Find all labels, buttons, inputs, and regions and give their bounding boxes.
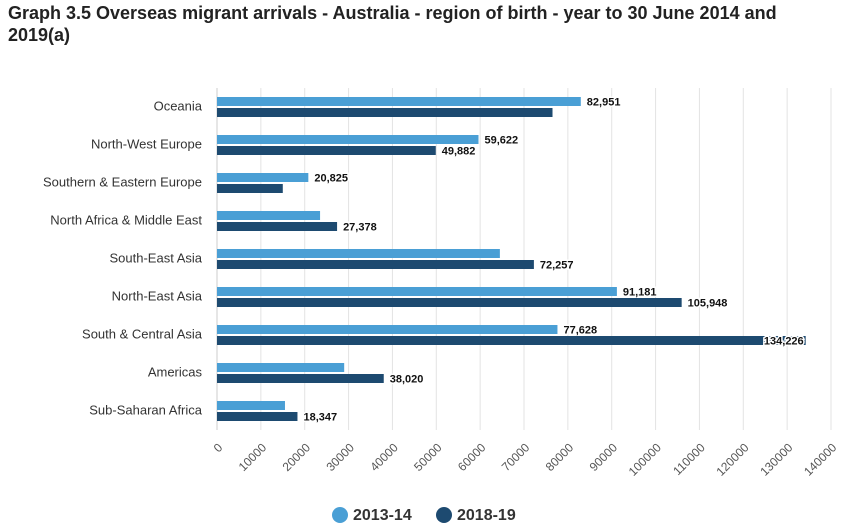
x-tick-label: 130000	[757, 440, 795, 478]
bar	[217, 173, 309, 182]
legend-marker	[332, 507, 348, 523]
legend-label: 2013-14	[353, 507, 412, 524]
y-tick-label: South-East Asia	[110, 250, 203, 265]
bar	[217, 325, 558, 334]
x-tick-label: 80000	[543, 440, 577, 474]
bar	[217, 249, 500, 258]
value-label: 38,020	[390, 373, 424, 385]
bar	[217, 412, 298, 421]
bar	[217, 363, 345, 372]
y-tick-label: South & Central Asia	[82, 326, 203, 341]
y-tick-label: Southern & Eastern Europe	[43, 174, 202, 189]
bar	[217, 184, 283, 193]
y-tick-label: North Africa & Middle East	[50, 212, 202, 227]
bar	[217, 135, 479, 144]
bar	[217, 336, 806, 345]
value-label: 59,622	[484, 134, 518, 146]
x-tick-label: 20000	[280, 440, 314, 474]
value-label: 77,628	[563, 324, 597, 336]
y-tick-label: North-West Europe	[91, 136, 202, 151]
bar	[217, 222, 338, 231]
bar	[217, 298, 682, 307]
value-label: 27,378	[343, 221, 377, 233]
x-tick-label: 100000	[626, 440, 664, 478]
y-tick-label: Sub-Saharan Africa	[89, 402, 203, 417]
x-tick-label: 90000	[587, 440, 621, 474]
value-label: 18,347	[303, 411, 337, 423]
value-label: 49,882	[442, 145, 476, 157]
chart-title: Graph 3.5 Overseas migrant arrivals - Au…	[8, 3, 777, 45]
legend-label: 2018-19	[457, 507, 516, 524]
bar	[217, 287, 617, 296]
y-tick-label: Americas	[148, 364, 203, 379]
bar	[217, 260, 534, 269]
x-tick-label: 50000	[411, 440, 445, 474]
x-tick-label: 10000	[236, 440, 270, 474]
bar	[217, 146, 436, 155]
x-tick-label: 0	[211, 440, 226, 455]
bar	[217, 97, 581, 106]
y-tick-label: North-East Asia	[112, 288, 203, 303]
value-label: 20,825	[314, 172, 348, 184]
value-label: 91,181	[623, 286, 657, 298]
x-tick-label: 140000	[801, 440, 839, 478]
bar	[217, 211, 321, 220]
x-tick-label: 70000	[499, 440, 533, 474]
legend-marker	[436, 507, 452, 523]
bar	[217, 374, 384, 383]
value-label: 82,951	[587, 96, 621, 108]
x-tick-label: 60000	[455, 440, 489, 474]
x-tick-label: 40000	[367, 440, 401, 474]
bar	[217, 108, 553, 117]
value-label: 72,257	[540, 259, 574, 271]
x-tick-label: 120000	[713, 440, 751, 478]
x-tick-label: 30000	[323, 440, 357, 474]
bar	[217, 401, 285, 410]
value-label: 105,948	[688, 297, 728, 309]
x-tick-label: 110000	[670, 440, 708, 478]
value-label: 134,226	[764, 335, 804, 347]
y-tick-label: Oceania	[154, 98, 203, 113]
